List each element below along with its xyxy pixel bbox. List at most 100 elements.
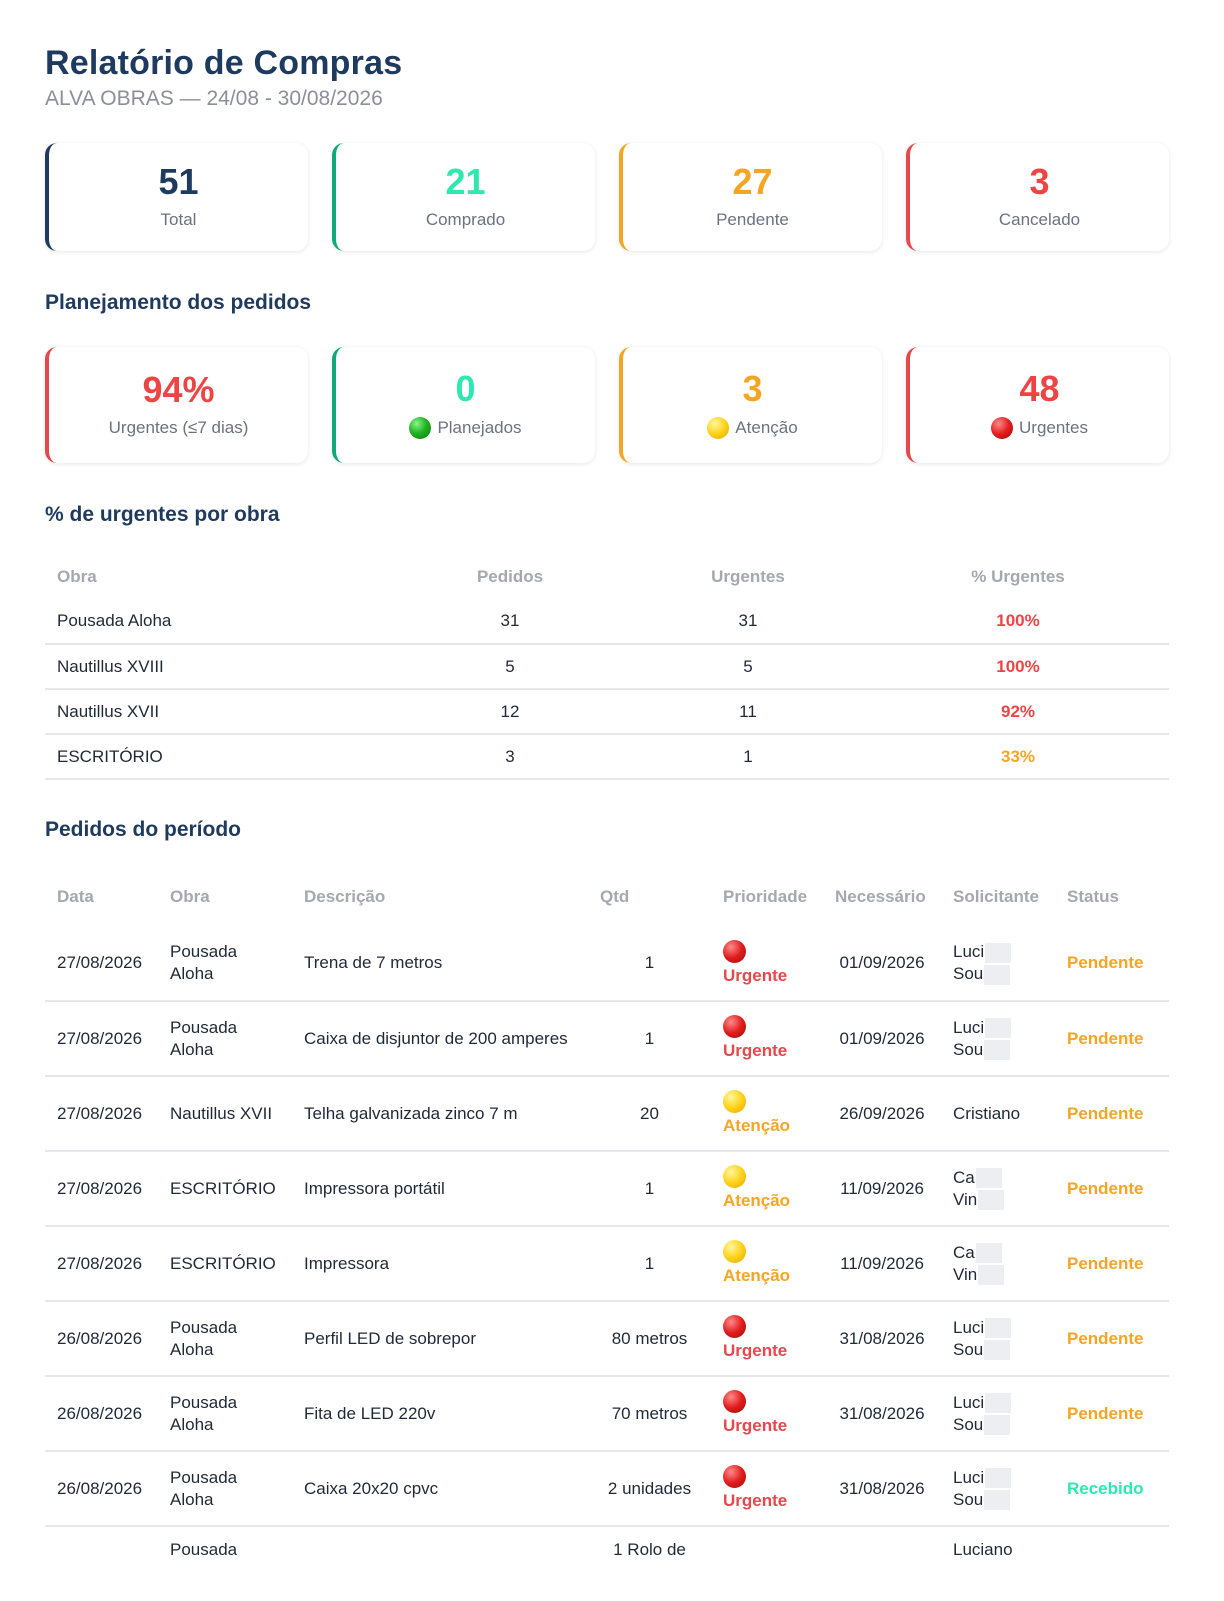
prioridade-cell: Urgente [711,1376,823,1451]
descricao-cell: Caixa 20x20 cpvc [304,1478,439,1498]
necessario-cell: 11/09/2026 [840,1253,924,1273]
data-cell: 27/08/2026 [57,1253,143,1273]
orders-table: Data Obra Descrição Qtd Prioridade Neces… [45,868,1169,1601]
orders-heading: Pedidos do período [45,818,242,841]
qtd-cell: 2 unidades [607,1478,692,1498]
solicitante-first: Luci [953,1317,985,1337]
solicitante-last: Sou [953,1339,984,1359]
status-cell [1055,1526,1169,1601]
solicitante-first: Luci [953,1017,985,1037]
table-row: 26/08/2026 Pousada Aloha Caixa 20x20 cpv… [45,1451,1169,1526]
prioridade-label: Atenção [723,1191,791,1210]
data-cell: 26/08/2026 [57,1403,143,1423]
redaction-box [984,1415,1011,1436]
data-cell [45,1526,158,1601]
col-status: Status [1067,887,1119,906]
urgentes-cell: 11 [739,701,757,721]
solicitante-last: Sou [953,1489,984,1509]
planning-heading: Planejamento dos pedidos [45,291,312,314]
planejados-label-row: Planejados [409,417,522,439]
red-circle-icon [723,1465,746,1488]
urgentes-cell: 1 [743,746,753,766]
descricao-cell: Impressora [304,1253,390,1273]
col-necessario: Necessário [835,887,926,906]
solicitante-cell: Luci Sou [941,1451,1055,1526]
redaction-box [985,1018,1012,1039]
solicitante-cell: Luci Sou [941,1301,1055,1376]
page-subtitle: ALVA OBRAS — 24/08 - 30/08/2026 [45,87,383,110]
cancelado-value: 3 [1029,161,1050,202]
cancelado-card: 3 Cancelado [906,143,1169,251]
necessario-cell: 31/08/2026 [839,1478,925,1498]
urgentes-label: Urgentes [1019,418,1088,437]
table-row: 27/08/2026 Pousada Aloha Caixa de disjun… [45,1001,1169,1076]
total-value: 51 [158,161,199,202]
pct-cell: 92% [1000,701,1036,721]
red-circle-icon [723,1315,746,1338]
urgentes-label-row: Urgentes [991,417,1088,439]
descricao-cell: Trena de 7 metros [304,953,443,972]
prioridade-label: Atenção [723,1116,791,1135]
red-circle-icon [723,1390,746,1413]
planejados-value: 0 [455,368,476,409]
pedidos-cell: 12 [500,701,520,721]
prioridade-label: Urgente [723,1041,788,1060]
col-obra: Obra [170,887,210,906]
redaction-box [978,1265,1005,1286]
table-row: Pousada Aloha 31 31 100% [45,599,1169,644]
table-row: Pousada 1 Rolo de Luciano [45,1526,1169,1601]
pct-cell: 100% [996,611,1040,630]
necessario-cell [823,1526,941,1601]
qtd-cell: 20 [640,1103,659,1123]
obra-cell: Pousada Aloha [170,1467,238,1509]
solicitante-last: Sou [953,1414,984,1434]
descricao-cell [292,1526,588,1601]
status-cell: Recebido [1067,1478,1144,1498]
qtd-cell: 1 [644,1028,655,1048]
total-label: Total [160,210,197,229]
planejados-card: 0 Planejados [332,347,595,463]
redaction-box [975,1168,1002,1189]
qtd-cell: 70 metros [611,1403,688,1423]
atencao-card: 3 Atenção [619,347,882,463]
prioridade-cell: Atenção [711,1226,823,1301]
solicitante-first: Luci [953,1467,985,1487]
red-circle-icon [723,1015,746,1038]
necessario-cell: 11/09/2026 [840,1178,924,1198]
comprado-label: Comprado [425,210,506,229]
col-obra: Obra [57,567,97,586]
obra-cell: ESCRITÓRIO [170,1178,276,1198]
urgent-pct-card: 94% Urgentes (≤7 dias) [45,347,308,463]
red-circle-icon [991,417,1013,439]
redaction-box [985,942,1012,963]
table-row: Nautillus XVII 12 11 92% [45,689,1169,734]
pedidos-cell: 31 [500,611,520,630]
red-circle-icon [723,939,746,963]
solicitante-cell: Luci Sou [941,1376,1055,1451]
obra-cell: Pousada Aloha [170,942,238,983]
col-data: Data [57,887,94,906]
obra-cell: Nautillus XVII [170,1103,273,1123]
summary-cards: 51 Total 21 Comprado 27 Pendente 3 Cance… [45,143,1169,251]
data-cell: 27/08/2026 [57,1028,143,1048]
prioridade-cell [711,1526,823,1601]
obra-cell: Pousada Aloha [170,1317,238,1359]
solicitante-last: Vin [953,1264,978,1284]
by-site-header-row: Obra Pedidos Urgentes % Urgentes [45,555,1169,599]
table-row: 26/08/2026 Pousada Aloha Fita de LED 220… [45,1376,1169,1451]
prioridade-cell: Urgente [711,1301,823,1376]
yellow-circle-icon [723,1090,746,1113]
status-cell: Pendente [1067,1178,1144,1198]
yellow-circle-icon [723,1240,746,1263]
status-cell: Pendente [1067,1028,1144,1048]
comprado-card: 21 Comprado [332,143,595,251]
yellow-circle-icon [707,417,730,439]
pct-cell: 33% [1000,746,1036,766]
prioridade-cell: Urgente [711,1451,823,1526]
obra-cell: ESCRITÓRIO [57,746,163,766]
status-cell: Pendente [1067,953,1144,972]
status-cell: Pendente [1067,1103,1144,1123]
obra-cell: ESCRITÓRIO [170,1253,276,1273]
prioridade-label: Urgente [723,1341,788,1360]
solicitante-last: Sou [953,964,984,983]
